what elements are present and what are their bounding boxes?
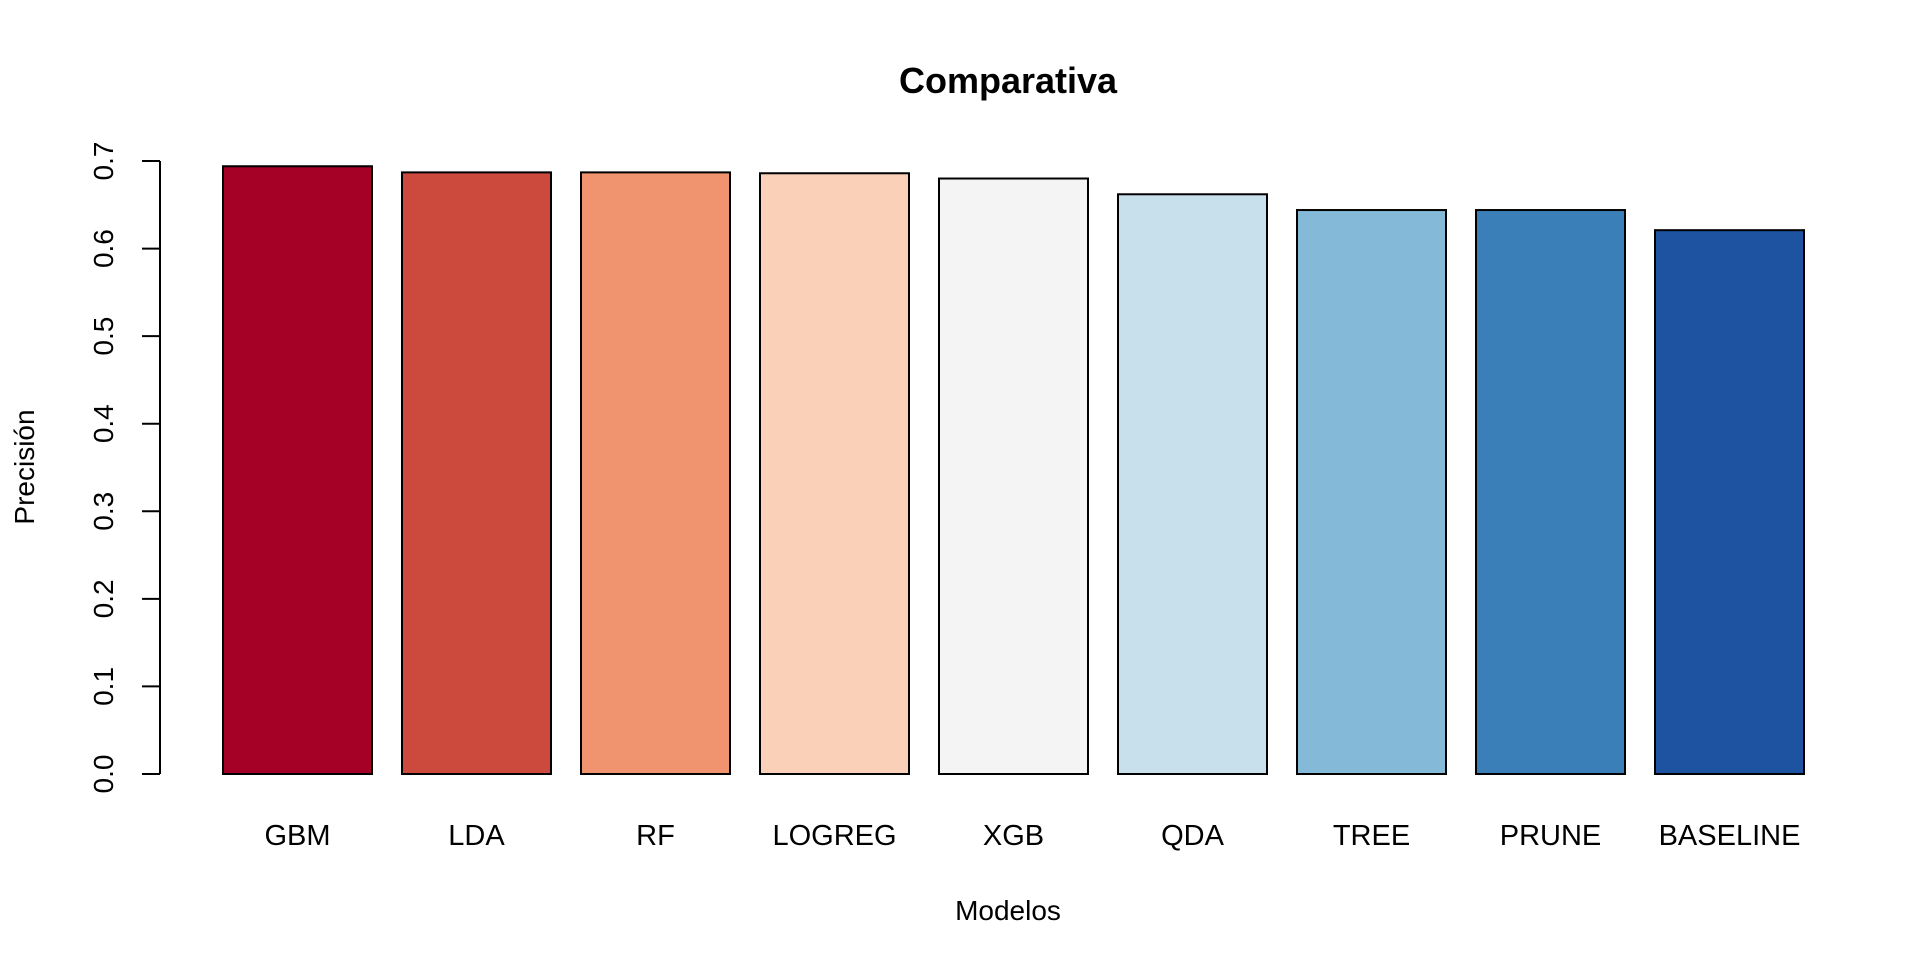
- x-tick-label: BASELINE: [1659, 820, 1801, 852]
- y-tick-label: 0.1: [88, 667, 119, 706]
- x-tick-label: XGB: [983, 820, 1044, 852]
- y-tick-label: 0.3: [88, 492, 119, 531]
- x-tick-label: PRUNE: [1500, 820, 1602, 852]
- bar: [1475, 209, 1626, 776]
- y-tick-label: 0.6: [88, 229, 119, 268]
- bar: [938, 177, 1089, 775]
- y-axis-label: Precisión: [9, 409, 40, 524]
- bar: [759, 172, 910, 775]
- y-tick-label: 0.5: [88, 317, 119, 356]
- chart-title: Comparativa: [899, 60, 1118, 101]
- x-tick-label: QDA: [1161, 820, 1225, 852]
- x-tick-label: LDA: [448, 820, 505, 852]
- bar: [1117, 193, 1268, 775]
- x-category-labels: GBM LDA RF LOGREG XGB QDA TREE PRUNE BASELINE: [264, 820, 1800, 852]
- bar: [401, 171, 552, 776]
- y-tick-label: 0.2: [88, 579, 119, 618]
- y-tick-label: 0.0: [88, 755, 119, 794]
- y-tick-label: 0.4: [88, 404, 119, 443]
- x-tick-label: TREE: [1333, 820, 1410, 852]
- x-tick-label: GBM: [264, 820, 330, 852]
- bar: [1296, 209, 1447, 776]
- bars-group: [222, 165, 1805, 776]
- x-tick-label: RF: [636, 820, 675, 852]
- x-tick-label: LOGREG: [772, 820, 896, 852]
- bar: [580, 171, 731, 776]
- y-axis: 0.0 0.1 0.2 0.3 0.4 0.5 0.6 0.7: [88, 142, 161, 794]
- bar: [222, 165, 373, 776]
- y-tick-label: 0.7: [88, 142, 119, 181]
- bar: [1654, 229, 1805, 775]
- x-axis-label: Modelos: [955, 895, 1061, 926]
